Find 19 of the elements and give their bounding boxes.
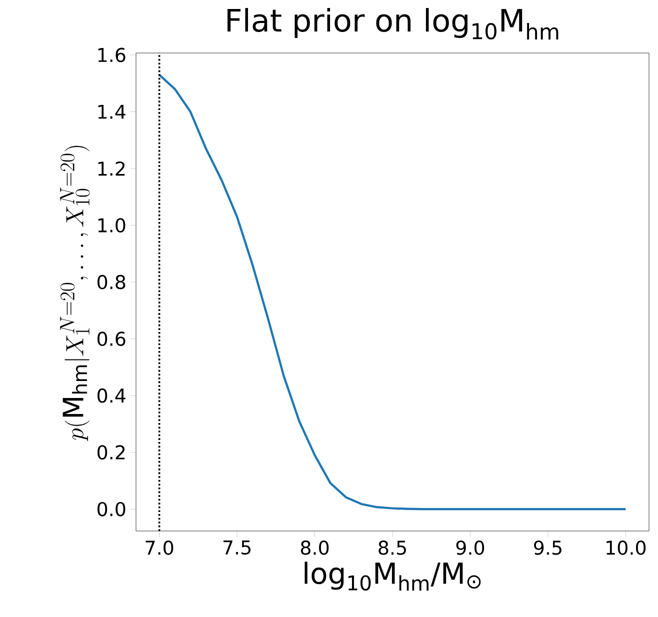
y-tick-label: 1.2	[98, 161, 125, 176]
y-tick-label: 0.2	[98, 445, 125, 460]
x-tick-label: 7.0	[146, 540, 174, 555]
x-tick-label: 10.0	[606, 540, 646, 555]
x-tick-label: 9.5	[534, 540, 562, 555]
x-axis-title: log$_{10}$M$_{hm}$/M$_{⊙}$	[304, 562, 481, 591]
y-tick-label: 0.4	[98, 388, 126, 403]
y-tick-label: 0.6	[98, 332, 126, 346]
y-tick-label: 1.0	[98, 218, 126, 232]
y-axis-title: $p(\mathrm{M_{hm}}|X_1^{N=20},\ldots,X_{10}^{N=20})$	[60, 146, 90, 442]
x-tick-label: 8.5	[378, 540, 406, 555]
y-tick-label: 1.6	[98, 48, 126, 62]
y-tick-label: 1.4	[98, 104, 126, 119]
chart-title: Flat prior on log$_{10}$M$_{hm}$	[228, 8, 558, 40]
y-tick-label: 0.8	[98, 274, 126, 290]
x-tick-label: 9.0	[456, 540, 484, 555]
x-tick-label: 8.0	[300, 540, 329, 555]
y-tick-label: 0.0	[98, 502, 126, 516]
x-tick-label: 7.5	[224, 540, 250, 555]
